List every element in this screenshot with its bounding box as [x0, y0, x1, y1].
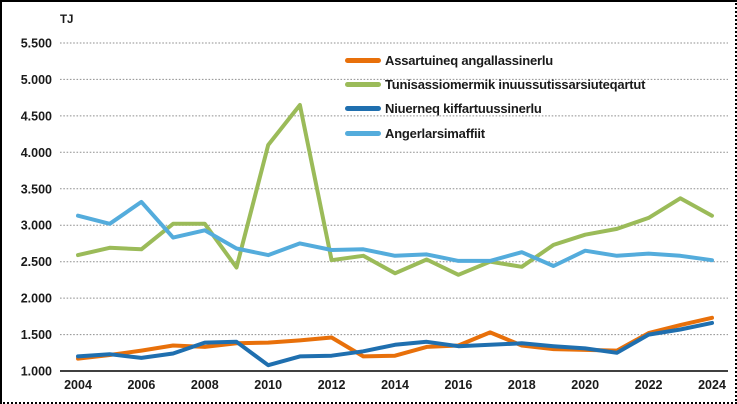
legend-label: Assartuineq angallassinerlu — [385, 52, 553, 68]
y-tick-label: 5.000 — [21, 73, 52, 87]
x-tick-label: 2020 — [571, 378, 599, 392]
y-tick-label: 3.500 — [21, 182, 52, 196]
legend-item-assartuineq: Assartuineq angallassinerlu — [345, 48, 645, 72]
legend-swatch-icon — [345, 106, 381, 112]
x-tick-label: 2006 — [127, 378, 155, 392]
y-tick-label: 2.000 — [21, 292, 52, 306]
legend-label: Tunisassiomermik inuussutissarsiuteqartu… — [385, 77, 646, 93]
y-tick-label: 4.500 — [21, 109, 52, 123]
x-tick-label: 2010 — [254, 378, 282, 392]
legend-swatch-icon — [345, 82, 381, 88]
series-line-niuerneq — [76, 320, 714, 368]
x-tick-label: 2004 — [64, 378, 92, 392]
legend-swatch-icon — [345, 130, 381, 136]
series-line-angerlarsimaffiit — [76, 199, 714, 268]
x-tick-label: 2018 — [508, 378, 536, 392]
y-tick-label: 3.000 — [21, 219, 52, 233]
y-tick-label: 5.500 — [21, 37, 52, 51]
x-tick-label: 2008 — [191, 378, 219, 392]
y-tick-label: 1.500 — [21, 328, 52, 342]
y-tick-label: 4.000 — [21, 146, 52, 160]
chart-legend: Assartuineq angallassinerlu Tunisassiomer… — [345, 48, 646, 146]
y-tick-label: 1.000 — [21, 365, 52, 379]
y-tick-label: 2.500 — [21, 255, 52, 269]
legend-label: Niuerneq kiffartuussinerlu — [385, 101, 542, 117]
legend-item-angerlarsimaffiit: Angerlarsimaffiit — [345, 121, 645, 145]
y-axis-unit-label: TJ — [60, 14, 74, 26]
x-tick-label: 2024 — [698, 378, 726, 392]
x-tick-label: 2022 — [635, 378, 663, 392]
legend-item-niuerneq: Niuerneq kiffartuussinerlu — [345, 97, 645, 121]
legend-label: Angerlarsimaffiit — [385, 125, 485, 141]
legend-swatch-icon — [345, 57, 381, 63]
x-tick-label: 2012 — [318, 378, 346, 392]
x-tick-label: 2014 — [381, 378, 409, 392]
legend-item-tunisassiomermik: Tunisassiomermik inuussutissarsiuteqartu… — [345, 72, 646, 96]
x-tick-label: 2016 — [444, 378, 472, 392]
series-line-tunisassiomermik — [76, 103, 714, 277]
